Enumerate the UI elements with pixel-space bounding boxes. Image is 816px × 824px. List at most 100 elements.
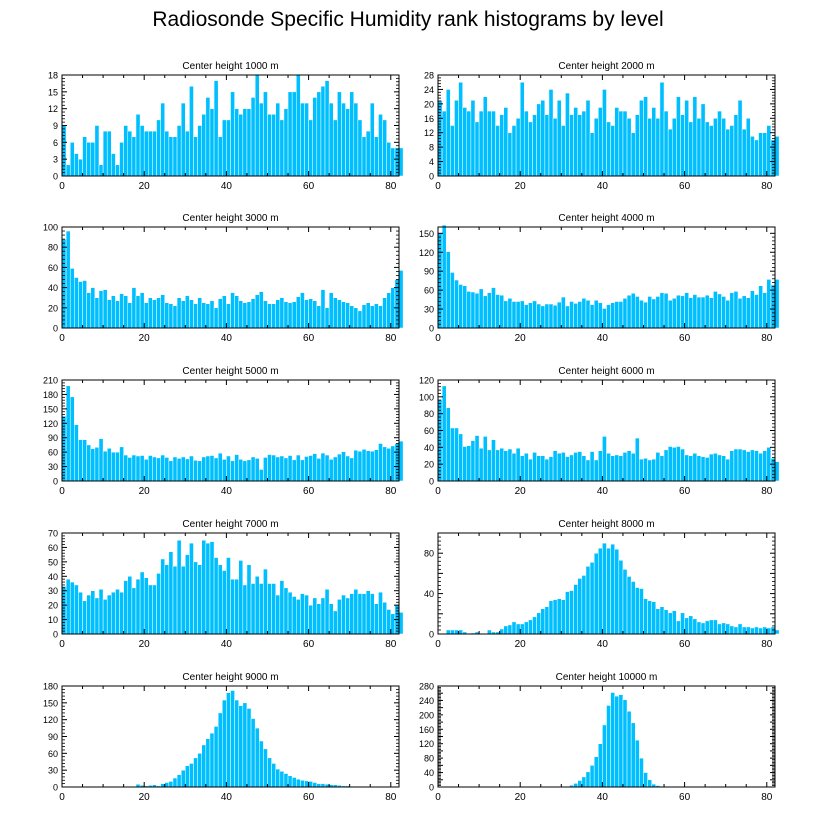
panel-9-x-tick-label: 0 [59,792,65,803]
panel-1-bar [357,119,363,177]
panel-4-bar [639,299,644,329]
panel-9-x-tick-label: 60 [303,792,315,803]
panel-8-bar [614,548,620,635]
panel-1-bar [156,119,161,177]
panel-2-y-tick-label: 28 [424,71,434,81]
panel-1-x-tick-label: 40 [221,181,233,192]
panel-3-bar [386,292,392,329]
panel-6-bar [499,447,505,482]
panel-5-bar [193,460,198,482]
panel-5-bar [213,457,219,482]
panel-10-bar [581,776,587,788]
panel-4-y-tick-label: 120 [419,248,434,258]
panel-4-bar [602,308,607,329]
panel-8-bar [639,588,644,635]
panel-6-bar [758,452,763,482]
panel-5-bar [176,458,182,482]
panel-2-title: Center height 2000 m [558,61,654,72]
panel-7-bar [119,591,124,635]
panel-9-bar [320,783,326,788]
panel-1-bar [332,119,338,177]
panel-3-bar [106,299,112,329]
panel-3-bar [238,300,244,329]
panel-5-bar [94,447,100,482]
panel-7-bar [201,539,207,635]
panel-6-bar [458,433,463,482]
panel-2-bar [499,114,505,177]
panel-6-y-tick-label: 60 [424,426,434,436]
panel-6-bar [441,385,447,482]
panel-1-bar [164,130,170,177]
panel-3-bar [94,297,100,329]
panel-3-bar [176,297,182,329]
panel-8-bar [725,623,731,635]
panel-6-bar [713,452,718,482]
panel-10-bar [585,771,591,788]
panel-7-y-tick-label: 70 [48,529,58,539]
panel-3-bar [164,302,170,329]
panel-6-bar [684,454,689,482]
figure-title: Radiosonde Specific Humidity rank histog… [152,8,664,31]
panel-4-bar [672,298,677,329]
panel-9-bar [279,771,285,788]
panel-9-bar [185,765,190,788]
panel-6-bar [581,455,587,482]
panel-8-bar [713,619,718,635]
panel-5-bar [287,455,293,482]
panel-6-y-tick-label: 80 [424,409,434,419]
panel-3-bar [283,301,289,329]
panel-7-bar [168,551,174,635]
panel-9-y-tick-label: 120 [43,715,58,725]
panel-2-y-tick-label: 8 [429,143,434,153]
panel-2-bar [454,100,459,177]
panel-8-bar [540,608,546,635]
panel-3-bar [90,287,96,329]
panel-7-bar [287,591,293,635]
panel-9-bar [189,763,194,788]
panel-8-x-tick-label: 40 [597,639,609,650]
panel-3-bar [254,294,260,329]
panel-5-bar [246,459,252,482]
panel-4-bar [470,291,476,329]
panel-1-bar [238,114,244,177]
panel-3-bar [308,298,313,329]
panel-8-bar [643,598,648,635]
panel-2-bar [491,110,496,177]
panel-3-y-tick-label: 40 [48,283,58,293]
panel-9-bar [300,780,305,788]
panel-2-bar [466,110,472,177]
panel-1-bar [341,102,346,177]
panel-1-bar [254,74,260,177]
panel-3-bar [131,287,137,329]
panel-7-bar [324,589,330,635]
panel-1-bar [382,119,387,177]
panel-3-bar [357,310,363,329]
panel-5-bar [296,454,301,482]
panel-6-bar [573,452,578,482]
panel-3-bar [230,292,235,329]
panel-8-bar [762,626,768,635]
panel-5-bar [217,452,223,482]
panel-6-y-tick-label: 20 [424,460,434,470]
panel-6-bar [511,452,517,482]
panel-7-bar [226,557,231,635]
panel-6-bar [450,427,455,482]
panel-6-y-tick-label: 40 [424,443,434,453]
panel-1-bar [205,97,211,177]
panel-5-bar [390,445,396,482]
panel-7-bar [283,587,289,635]
panel-5-bar [115,451,120,482]
panel-1-y-tick-label: 12 [48,104,58,114]
panel-10-y-tick-label: 80 [424,754,434,764]
panel-10-bar [598,743,603,788]
panel-4-bar [569,301,574,329]
panel-2-bar [659,81,665,177]
panel-5-bar [111,451,116,482]
panel-10-bar [573,783,578,788]
panel-4-y-tick-label: 30 [424,305,434,315]
panel-10-bar [602,724,607,788]
panel-5-bar [180,456,186,482]
panel-2-bar [741,128,747,177]
panel-2-bar [487,110,492,177]
panel-7-bar [357,593,363,635]
